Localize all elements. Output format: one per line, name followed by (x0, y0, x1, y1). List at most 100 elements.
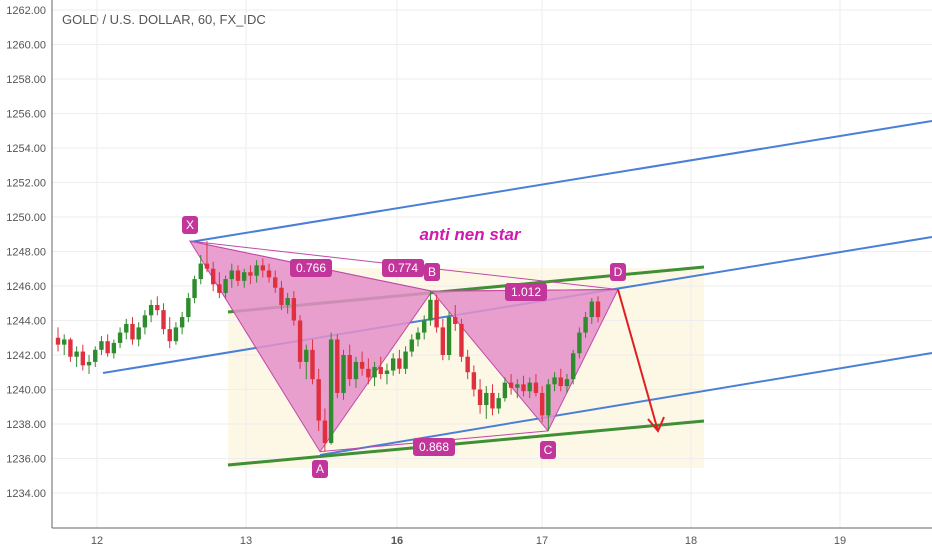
candle-up (415, 332, 421, 340)
y-tick-label: 1236.00 (6, 454, 46, 466)
x-tick-label: 12 (91, 535, 103, 547)
candle-down (279, 287, 284, 305)
candle-down (347, 355, 352, 380)
point-label-box (540, 441, 556, 459)
candle-up (124, 323, 129, 333)
candle-up (552, 377, 557, 385)
y-tick-label: 1260.00 (6, 40, 46, 52)
candle-up (589, 301, 594, 318)
candle-down (55, 337, 61, 345)
chart-title: GOLD / U.S. DOLLAR, 60, FX_IDC (62, 12, 266, 27)
candle-up (353, 361, 359, 380)
candle-down (533, 382, 539, 393)
candle-down (80, 351, 86, 366)
candle-up (285, 298, 290, 305)
y-tick-label: 1238.00 (6, 419, 46, 431)
y-tick-label: 1252.00 (6, 178, 46, 190)
candle-down (490, 392, 495, 409)
y-tick-label: 1234.00 (6, 488, 46, 500)
y-tick-label: 1258.00 (6, 74, 46, 86)
point-label-box (182, 216, 198, 234)
point-label-box (610, 263, 626, 281)
candle-down (459, 323, 464, 357)
candle-up (74, 351, 79, 357)
candle-up (403, 351, 408, 369)
ratio-label-box (382, 259, 424, 277)
candle-down (465, 356, 470, 373)
candle-down (204, 263, 210, 269)
candle-up (99, 341, 104, 350)
ratio-label: 0.766 (296, 261, 326, 275)
candle-down (359, 361, 365, 369)
candle-up (446, 317, 452, 355)
y-tick-label: 1242.00 (6, 350, 46, 362)
y-tick-label: 1262.00 (6, 5, 46, 17)
x-tick-label: 16 (391, 535, 403, 547)
x-tick-label: 18 (685, 535, 697, 547)
projection-arrow (617, 289, 659, 432)
candle-down (477, 389, 483, 406)
candle-down (155, 304, 160, 311)
channel-line (189, 120, 932, 243)
candle-down (440, 327, 446, 355)
candle-down (235, 270, 241, 281)
candle-down (508, 382, 514, 388)
candle-down (322, 420, 328, 443)
candle-up (515, 384, 520, 388)
y-tick-label: 1240.00 (6, 385, 46, 397)
candle-down (316, 379, 321, 421)
y-tick-label: 1254.00 (6, 143, 46, 155)
x-tick-label: 13 (240, 535, 252, 547)
candle-up (422, 320, 427, 333)
candle-up (242, 272, 247, 281)
candle-down (595, 301, 601, 318)
candle-up (62, 339, 67, 345)
candle-up (583, 317, 588, 333)
candle-up (179, 317, 185, 328)
candle-up (341, 355, 346, 393)
candle-down (291, 298, 297, 321)
candle-up (372, 367, 377, 378)
candle-up (142, 315, 148, 328)
candle-down (378, 367, 383, 374)
projection-arrow-head (647, 416, 665, 433)
candle-up (496, 398, 501, 409)
candle-up (328, 339, 334, 443)
candle-up (428, 299, 433, 321)
candle-down (397, 358, 402, 369)
candle-down (130, 323, 135, 340)
candle-down (471, 372, 477, 390)
candle-up (484, 392, 489, 406)
candle-up (384, 370, 390, 374)
candle-up (148, 304, 154, 316)
candle-down (558, 377, 563, 387)
point-label-b: B (428, 265, 436, 279)
x-tick-label: 19 (834, 535, 846, 547)
candle-up (198, 263, 203, 280)
candle-up (502, 382, 508, 399)
candle-up (186, 298, 191, 318)
point-label-d: D (614, 265, 623, 279)
candle-up (527, 382, 532, 392)
ratio-label-box (505, 283, 547, 301)
candle-down (521, 384, 526, 392)
candle-up (254, 265, 259, 276)
pattern-annotation: anti nen star (419, 225, 521, 244)
candle-up (192, 279, 197, 299)
point-label-box (424, 263, 440, 281)
candle-down (260, 265, 266, 271)
ratio-label-box (413, 438, 455, 456)
point-label-x: X (186, 218, 194, 232)
y-tick-label: 1246.00 (6, 281, 46, 293)
candle-up (564, 379, 570, 387)
ratio-label: 0.774 (388, 261, 418, 275)
candle-down (335, 339, 340, 393)
trend-line (227, 419, 705, 467)
candle-down (167, 329, 172, 342)
candle-up (390, 358, 396, 371)
candle-up (577, 332, 582, 354)
candle-up (570, 353, 576, 380)
ratio-label-box (290, 259, 332, 277)
x-tick-label: 17 (536, 535, 548, 547)
y-tick-label: 1244.00 (6, 316, 46, 328)
